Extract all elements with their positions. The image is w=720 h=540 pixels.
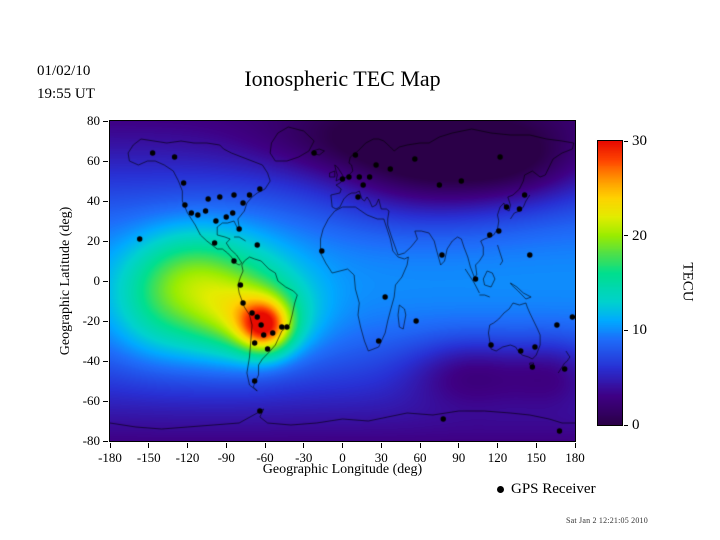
colorbar-unit-label: TECU [679,262,696,302]
x-axis-tick [535,443,537,448]
y-axis-tick [103,400,108,402]
y-axis-tick [103,280,108,282]
y-tick-label: 80 [87,113,100,128]
y-tick-label: 20 [87,233,100,248]
colorbar-tick [624,424,628,426]
x-tick-label: 180 [565,450,585,465]
x-tick-label: -150 [136,450,161,465]
y-tick-label: -40 [82,353,100,368]
gps-receiver-marker-icon [497,486,504,493]
colorbar-tick-label: 30 [632,133,647,149]
timestamp-block: 01/02/10 19:55 UT [37,60,95,106]
x-axis-tick [497,443,498,448]
map-time-ut: 19:55 UT [37,86,95,102]
y-tick-label: -20 [82,313,100,328]
tec-map-canvas [110,121,575,441]
colorbar-tick-label: 0 [632,417,640,433]
x-axis-tick [187,443,188,448]
map-date: 01/02/10 [37,63,91,79]
gps-receiver-legend: GPS Receiver [497,481,596,498]
y-axis-tick [103,200,108,202]
y-tick-label: 60 [87,153,100,168]
gps-receiver-legend-label: GPS Receiver [511,481,596,497]
x-axis-tick [458,443,460,448]
y-axis-tick [103,120,108,122]
y-tick-label: 0 [93,273,101,288]
x-axis-tick [264,443,266,448]
x-axis-tick [574,443,576,448]
x-tick-label: -120 [175,450,200,465]
x-tick-label: 150 [526,450,547,465]
x-tick-label: -30 [295,450,313,465]
colorbar-tick [624,235,628,237]
colorbar-canvas [598,141,622,425]
y-axis-tick [103,160,108,162]
y-axis-label: Geographic Latitude (deg) [58,206,73,356]
x-axis-tick [380,443,382,448]
x-tick-label: 90 [452,450,466,465]
x-axis-tick [109,443,111,448]
x-axis-tick [303,443,305,448]
x-tick-label: 120 [487,450,508,465]
x-tick-label: 60 [413,450,427,465]
x-axis-tick [419,443,421,448]
page-title: Ionospheric TEC Map [244,66,441,91]
colorbar-tick [624,329,628,331]
x-tick-label: -180 [98,450,122,465]
x-axis-label: Geographic Longitude (deg) [262,462,423,477]
y-axis-tick [103,320,108,322]
x-tick-label: 30 [374,450,388,465]
map-plot-frame [109,120,576,442]
colorbar-tick [624,140,628,142]
y-axis-tick [103,440,108,442]
y-tick-label: 40 [87,193,100,208]
y-axis-tick [103,240,108,242]
y-axis-tick [103,360,108,362]
x-tick-label: -60 [256,450,274,465]
colorbar-tick-label: 10 [632,322,647,339]
colorbar-tick-label: 20 [632,227,647,244]
generation-timestamp: Sat Jan 2 12:21:05 2010 [566,516,648,525]
colorbar-frame [597,140,623,426]
x-tick-label: -90 [217,450,235,465]
x-tick-label: 0 [339,450,346,465]
x-axis-tick [225,443,227,448]
x-axis-tick [148,443,150,448]
x-axis-tick [342,443,343,448]
y-tick-label: -80 [82,433,100,448]
y-tick-label: -60 [82,393,100,408]
